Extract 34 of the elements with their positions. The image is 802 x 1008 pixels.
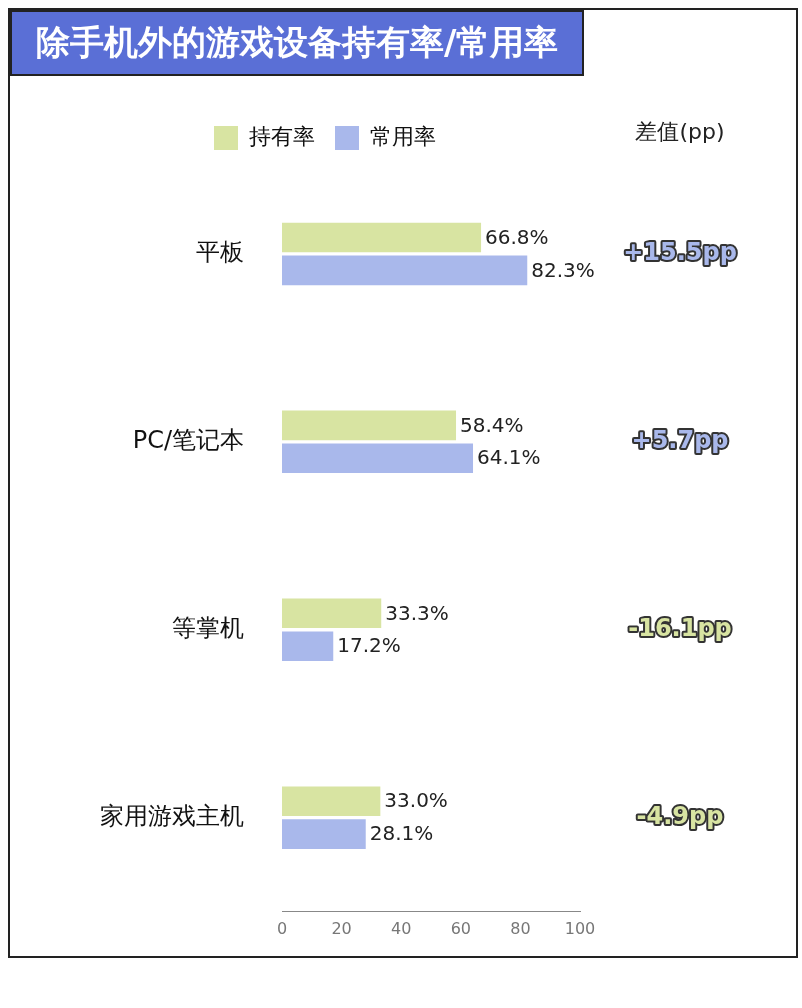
chart-title: 除手机外的游戏设备持有率/常用率: [10, 10, 585, 76]
data-label: 64.1%: [477, 445, 541, 470]
data-label: 33.3%: [385, 600, 449, 625]
bar: [282, 255, 528, 286]
text: 差值(pp): [635, 118, 725, 144]
data-label: 28.1%: [369, 821, 434, 846]
bar: [282, 819, 366, 849]
x-tick-label: 20: [331, 919, 352, 939]
x-tick-label: 40: [391, 919, 412, 939]
x-tick-label: 80: [510, 919, 531, 939]
x-tick-label: 0: [276, 919, 288, 939]
bar: [282, 443, 474, 474]
y-tick-label: PC/笔记本: [132, 426, 244, 455]
bar: [282, 598, 382, 629]
bar: [282, 410, 457, 441]
data-label: 66.8%: [485, 224, 549, 249]
text: +5.7pp: [631, 426, 729, 455]
x-tick-label: 100: [564, 919, 596, 939]
data-label: 82.3%: [531, 257, 595, 282]
legend-label: 持有率: [249, 123, 315, 149]
data-label: 33.0%: [384, 788, 448, 813]
legend-label: 常用率: [370, 123, 436, 149]
text: -4.9pp: [636, 801, 724, 830]
bar: [282, 786, 381, 817]
y-tick-label: 家用游戏主机: [100, 801, 244, 830]
bar: [282, 631, 334, 661]
x-tick-label: 60: [450, 919, 471, 939]
data-label: 58.4%: [460, 412, 524, 437]
text: -16.1pp: [628, 613, 732, 642]
y-tick-label: 等掌机: [172, 613, 244, 642]
text: +15.5pp: [623, 238, 737, 267]
y-tick-label: 平板: [196, 238, 244, 267]
bar: [282, 222, 482, 253]
data-label: 17.2%: [337, 633, 401, 658]
